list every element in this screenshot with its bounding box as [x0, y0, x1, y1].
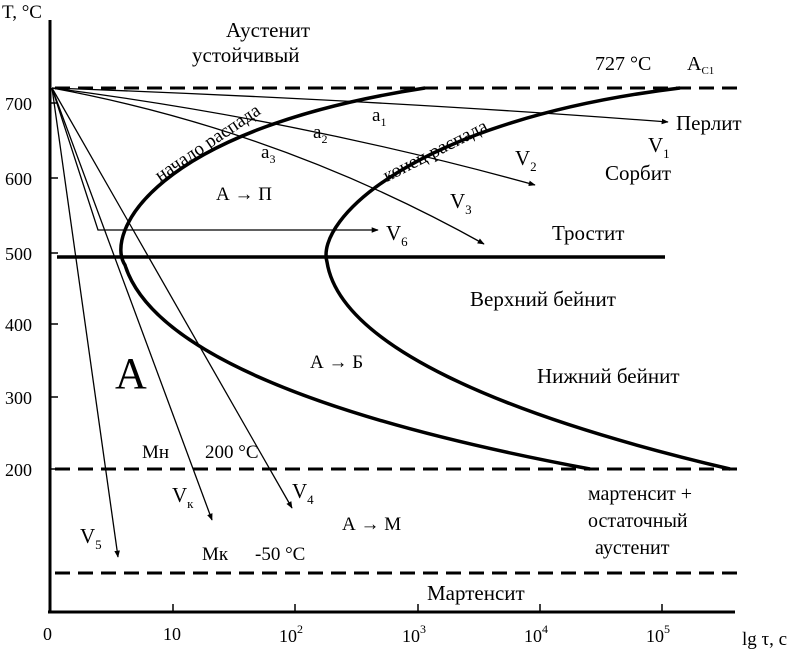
y-tick-label: 500 [5, 244, 32, 264]
martensite-residual-label: мартенсит + [588, 483, 692, 505]
end-decay-curve [324, 86, 731, 471]
start-decay-label: начало распада [151, 100, 265, 186]
a-to-b-label: А → Б [310, 352, 363, 373]
austenite-stable-label: устойчивый [192, 43, 300, 67]
martensite-residual-label: остаточный [588, 510, 688, 532]
sorbite-label: Сорбит [605, 161, 671, 185]
y-tick-label: 600 [5, 169, 32, 189]
temp-200-label: 200 °С [205, 442, 259, 463]
v4-arrow [51, 87, 293, 509]
x-ticks [172, 604, 663, 612]
end-decay-label: конец распада [380, 116, 492, 187]
y-tick-label: 200 [5, 460, 32, 480]
v4-label: V4 [292, 479, 314, 507]
cooling-curves [51, 87, 669, 558]
vk-arrow [51, 87, 213, 521]
upper-bainite-label: Верхний бейнит [470, 287, 616, 311]
troostite-label: Тростит [552, 221, 624, 245]
x-tick-label: 104 [524, 622, 548, 646]
mn-label: Мн [142, 442, 169, 463]
v6-label: V6 [386, 221, 408, 249]
x-tick-label: 10 [163, 624, 181, 644]
austenite-region-label: А [115, 349, 147, 398]
temp-minus50-label: -50 °С [255, 544, 305, 565]
vk-label: Vк [172, 483, 194, 511]
temp-727-label: 727 °С [595, 53, 651, 75]
austenite-stable-label: Аустенит [226, 18, 310, 42]
a-to-p-label: А → П [216, 184, 272, 205]
x-tick-label: 103 [402, 622, 426, 646]
y-tick-label: 400 [5, 315, 32, 335]
y-axis-title: T, °C [2, 2, 42, 23]
v2-arrow [51, 87, 536, 187]
point-a3-label: а3 [261, 142, 275, 166]
v1-label: V1 [648, 133, 670, 161]
martensite-label: Мартенсит [427, 581, 525, 605]
start-decay-curve [119, 86, 591, 471]
v3-label: V3 [450, 189, 472, 217]
martensite-residual-label: аустенит [595, 537, 670, 559]
x-tick-label: 105 [646, 622, 670, 646]
a-to-m-label: А → М [342, 514, 401, 535]
v5-label: V5 [80, 524, 102, 552]
perlite-label: Перлит [676, 111, 742, 135]
point-a2-label: а2 [313, 122, 327, 146]
v1-arrow [51, 87, 669, 125]
ac1-label: АС1 [687, 53, 714, 77]
x-axis-title: lg τ, с [742, 629, 787, 650]
x-tick-label: 0 [43, 624, 52, 644]
v5-arrow [51, 87, 120, 558]
mk-label: Мк [202, 544, 229, 565]
v3-arrow [51, 87, 485, 245]
y-tick-label: 300 [5, 388, 32, 408]
v6-arrow [51, 87, 379, 233]
lower-bainite-label: Нижний бейнит [537, 364, 680, 388]
v2-label: V2 [515, 146, 537, 174]
y-tick-label: 700 [5, 94, 32, 114]
point-a1-label: а1 [372, 105, 386, 129]
x-tick-label: 102 [279, 622, 303, 646]
